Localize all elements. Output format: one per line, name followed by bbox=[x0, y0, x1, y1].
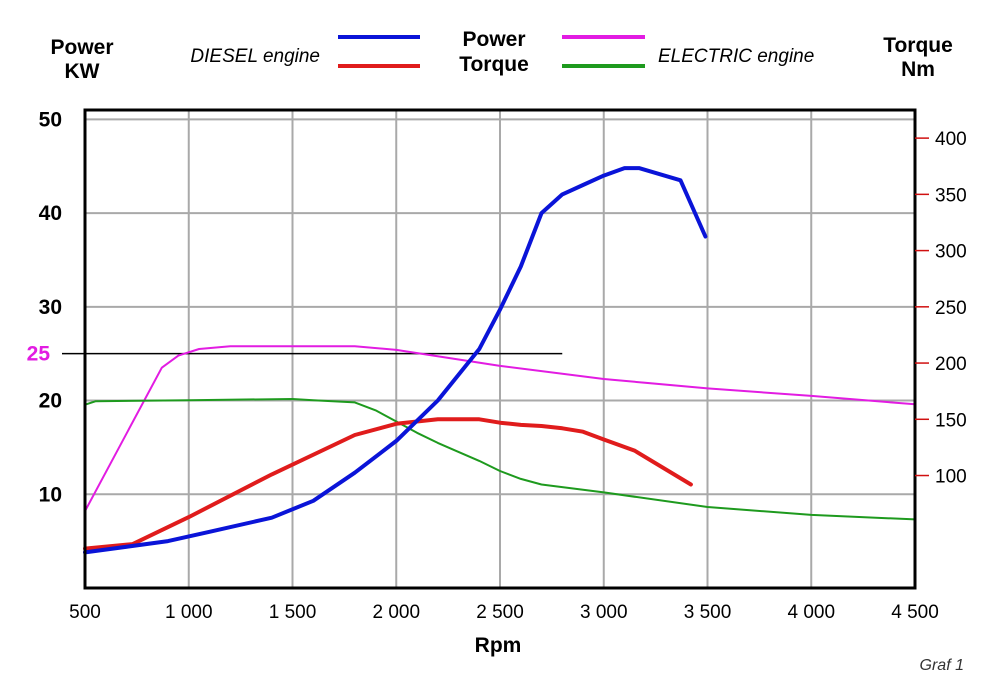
graph-caption: Graf 1 bbox=[920, 657, 964, 674]
right-tick-label-2: 200 bbox=[935, 354, 967, 375]
legend: DIESEL engine Power Torque ELECTRIC engi… bbox=[190, 28, 814, 76]
x-tick-label-8: 4 500 bbox=[891, 602, 939, 623]
right-axis-title-line1: Torque bbox=[883, 34, 953, 57]
right-tick-label-5: 350 bbox=[935, 185, 967, 206]
right-tick-label-3: 250 bbox=[935, 298, 967, 319]
x-tick-label-1: 1 000 bbox=[165, 602, 213, 623]
legend-electric-label: ELECTRIC engine bbox=[658, 46, 814, 67]
plot-frame bbox=[83, 108, 917, 590]
right-tick-label-1: 150 bbox=[935, 410, 967, 431]
series-lines bbox=[83, 166, 916, 555]
series-line-electric-torque bbox=[84, 398, 916, 521]
x-tick-label-0: 500 bbox=[69, 602, 101, 623]
series-line-diesel-power bbox=[83, 166, 708, 555]
left-axis-title-line2: KW bbox=[65, 60, 100, 83]
x-tick-label-7: 4 000 bbox=[787, 602, 835, 623]
legend-diesel-label: DIESEL engine bbox=[190, 46, 320, 67]
right-tick-label-6: 400 bbox=[935, 129, 967, 150]
reference-line-group: 25 bbox=[27, 343, 563, 366]
legend-power-label: Power bbox=[462, 28, 525, 51]
right-tick-label-4: 300 bbox=[935, 242, 967, 263]
grid-lines bbox=[85, 110, 915, 588]
series-line-diesel-torque bbox=[83, 417, 693, 551]
x-axis-title: Rpm bbox=[475, 634, 522, 657]
right-tick-label-0: 100 bbox=[935, 467, 967, 488]
reference-line-label: 25 bbox=[27, 343, 51, 366]
right-axis-title-line2: Nm bbox=[901, 58, 935, 81]
x-tick-label-6: 3 500 bbox=[684, 602, 732, 623]
left-tick-label-0: 10 bbox=[39, 483, 62, 506]
left-tick-label-1: 20 bbox=[39, 390, 62, 413]
left-tick-label-4: 50 bbox=[39, 108, 62, 131]
x-tick-label-2: 1 500 bbox=[269, 602, 317, 623]
series-line-electric-power bbox=[84, 345, 916, 513]
left-tick-label-3: 40 bbox=[39, 202, 62, 225]
left-tick-label-2: 30 bbox=[39, 296, 62, 319]
x-tick-label-4: 2 500 bbox=[476, 602, 524, 623]
axes: 500 1 000 1 500 2 000 2 500 3 000 3 500 4 000 4 … bbox=[39, 108, 967, 623]
x-tick-label-5: 3 000 bbox=[580, 602, 628, 623]
left-axis-title-line1: Power bbox=[50, 36, 113, 59]
x-tick-label-3: 2 000 bbox=[372, 602, 420, 623]
legend-torque-label: Torque bbox=[459, 53, 529, 76]
